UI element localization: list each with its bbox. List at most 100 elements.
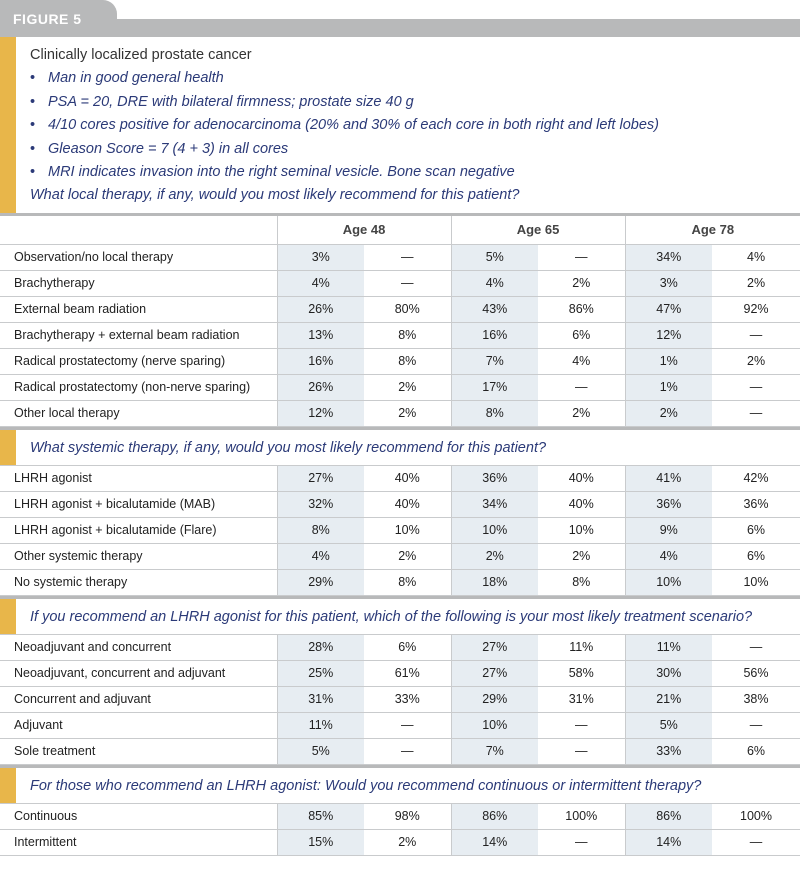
- value-cell: 8%: [451, 400, 539, 427]
- value-cell: 2%: [538, 270, 626, 297]
- value-cell: 21%: [625, 686, 712, 713]
- table-row: Other local therapy 12% 2% 8% 2% 2% —: [0, 400, 800, 427]
- table-row: Neoadjuvant and concurrent 28% 6% 27% 11% 11%…: [0, 634, 800, 661]
- value-cell: 34%: [625, 244, 713, 271]
- figure-header: FIGURE 5: [0, 0, 800, 37]
- accent-bar: [0, 37, 16, 213]
- figure-body: Clinically localized prostate cancer • Ma…: [0, 37, 800, 856]
- value-cell: 10%: [625, 569, 712, 596]
- value-cell: 100%: [538, 803, 626, 830]
- age-header: Age 65: [451, 215, 626, 245]
- section-separator: [0, 426, 800, 430]
- value-cell: 4%: [712, 244, 800, 271]
- value-cell: —: [712, 829, 800, 856]
- value-cell: 12%: [625, 322, 713, 349]
- table-row: No systemic therapy 29% 8% 18% 8% 10% 10%: [0, 569, 800, 596]
- value-cell: 43%: [451, 296, 539, 323]
- value-cell: —: [712, 400, 800, 427]
- row-label: Intermittent: [0, 829, 278, 856]
- value-cell: 26%: [277, 374, 364, 401]
- value-cell: 9%: [625, 517, 712, 544]
- value-cell: —: [538, 244, 626, 271]
- value-cell: 1%: [625, 374, 713, 401]
- value-cell: 36%: [451, 465, 538, 492]
- row-label: Brachytherapy: [0, 270, 278, 297]
- value-cell: —: [712, 374, 800, 401]
- value-cell: 38%: [712, 686, 800, 713]
- value-cell: 6%: [364, 634, 452, 661]
- value-cell: —: [538, 712, 626, 739]
- table-row: Concurrent and adjuvant 31% 33% 29% 31% 21% 38…: [0, 686, 800, 713]
- value-cell: 58%: [538, 660, 626, 687]
- age-header: Age 48: [277, 215, 452, 245]
- value-cell: —: [364, 712, 452, 739]
- value-cell: 86%: [538, 296, 626, 323]
- value-cell: 2%: [712, 348, 800, 375]
- value-cell: 33%: [625, 738, 712, 765]
- value-cell: 2%: [364, 400, 452, 427]
- case-bullets: • Man in good general health • PSA = 20, D…: [30, 67, 800, 185]
- value-cell: —: [364, 244, 452, 271]
- value-cell: 85%: [277, 803, 364, 830]
- systemic-therapy-table: LHRH agonist 27% 40% 36% 40% 41% 42% LHRH agoni…: [0, 465, 800, 596]
- value-cell: 34%: [451, 491, 538, 518]
- value-cell: —: [364, 738, 452, 765]
- figure-tab: FIGURE 5: [0, 0, 117, 37]
- value-cell: 3%: [277, 244, 364, 271]
- row-label: Sole treatment: [0, 738, 278, 765]
- value-cell: 7%: [451, 738, 538, 765]
- value-cell: 2%: [625, 400, 713, 427]
- section-separator: [0, 764, 800, 768]
- row-label: Radical prostatectomy (nerve sparing): [0, 348, 278, 375]
- value-cell: 10%: [451, 712, 538, 739]
- accent-bar: [0, 598, 16, 634]
- table-row: Observation/no local therapy 3% —5% —34% 4%: [0, 244, 800, 271]
- value-cell: 14%: [625, 829, 712, 856]
- row-label: Adjuvant: [0, 712, 278, 739]
- value-cell: 8%: [364, 348, 452, 375]
- case-title: Clinically localized prostate cancer: [30, 47, 252, 63]
- value-cell: 2%: [712, 270, 800, 297]
- case-bullet: • 4/10 cores positive for adenocarcinoma …: [30, 117, 659, 133]
- scenario-question-header: If you recommend an LHRH agonist for thi…: [0, 598, 800, 635]
- value-cell: 28%: [277, 634, 364, 661]
- age-header: Age 78: [625, 215, 800, 245]
- row-label: Concurrent and adjuvant: [0, 686, 278, 713]
- continuous-question: For those who recommend an LHRH agonist:…: [30, 777, 702, 794]
- value-cell: 25%: [277, 660, 364, 687]
- value-cell: 80%: [364, 296, 452, 323]
- table-row: LHRH agonist + bicalutamide (Flare) 8% 10%…: [0, 517, 800, 544]
- value-cell: 86%: [451, 803, 538, 830]
- value-cell: 61%: [364, 660, 452, 687]
- table-row: Radical prostatectomy (non-nerve sparing…: [0, 374, 800, 401]
- row-label: Observation/no local therapy: [0, 244, 278, 271]
- row-label: Neoadjuvant, concurrent and adjuvant: [0, 660, 278, 687]
- value-cell: 40%: [364, 491, 452, 518]
- value-cell: 15%: [277, 829, 364, 856]
- value-cell: 8%: [364, 569, 452, 596]
- value-cell: 4%: [451, 270, 539, 297]
- value-cell: 29%: [451, 686, 538, 713]
- value-cell: —: [712, 634, 800, 661]
- row-label: Other systemic therapy: [0, 543, 278, 570]
- table-row: LHRH agonist 27% 40% 36% 40% 41% 42%: [0, 465, 800, 492]
- local-therapy-question: What local therapy, if any, would you mo…: [30, 186, 520, 203]
- case-bullet: • PSA = 20, DRE with bilateral firmness; …: [30, 93, 414, 110]
- value-cell: —: [712, 322, 800, 349]
- value-cell: 36%: [712, 491, 800, 518]
- value-cell: 31%: [277, 686, 364, 713]
- value-cell: 29%: [277, 569, 364, 596]
- value-cell: 8%: [277, 517, 364, 544]
- value-cell: 5%: [277, 738, 364, 765]
- value-cell: 6%: [538, 322, 626, 349]
- value-cell: 2%: [364, 374, 452, 401]
- value-cell: 27%: [277, 465, 364, 492]
- value-cell: 5%: [451, 244, 539, 271]
- value-cell: 47%: [625, 296, 713, 323]
- age-header-row: Age 48 Age 65 Age 78: [0, 215, 800, 245]
- value-cell: —: [538, 374, 626, 401]
- value-cell: 2%: [538, 400, 626, 427]
- value-cell: 40%: [538, 465, 626, 492]
- value-cell: 11%: [625, 634, 712, 661]
- value-cell: 26%: [277, 296, 364, 323]
